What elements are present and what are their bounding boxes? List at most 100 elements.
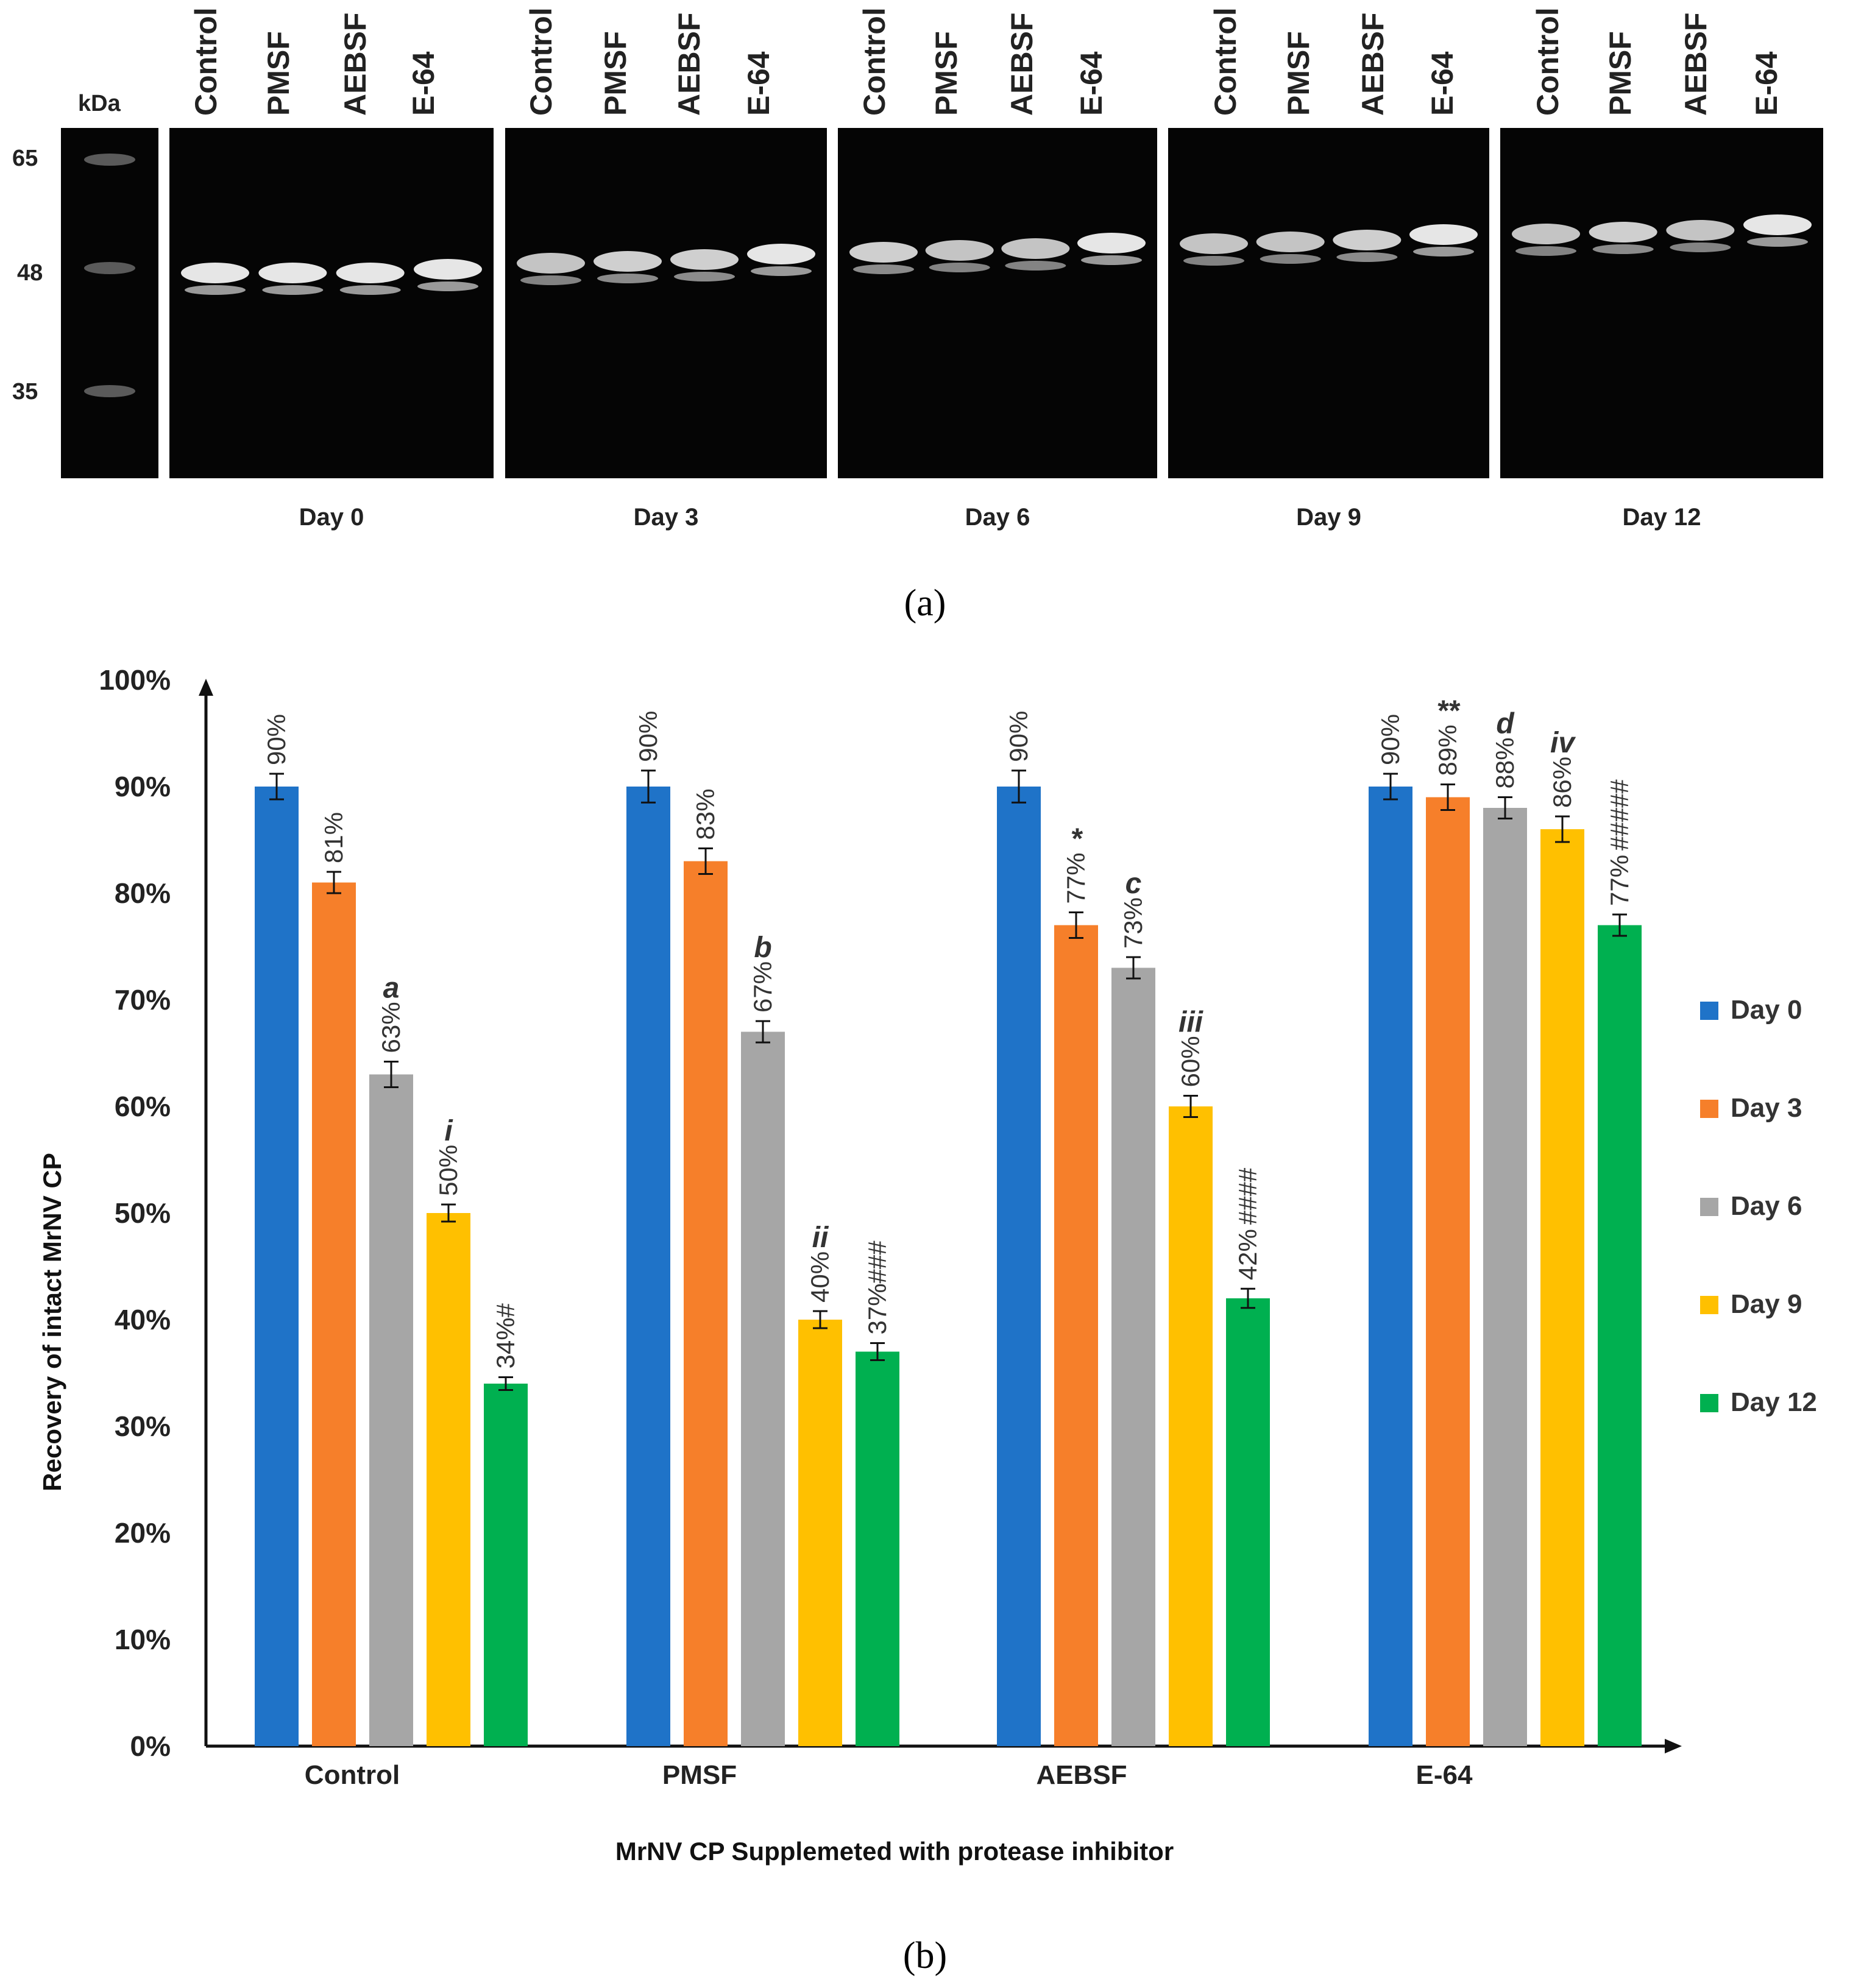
gel-band-lower: [1592, 244, 1654, 254]
gel-figure: Control PMSF AEBSF E-64 Control PMSF AEBSF E-64…: [12, 7, 1823, 624]
y-tick-label: 40%: [115, 1304, 171, 1335]
gel-lane-label: Control: [1208, 7, 1242, 116]
bar-value-label: 90%: [634, 711, 662, 762]
gel-band-lower: [1183, 256, 1244, 266]
bar-value-label: 86%: [1548, 757, 1576, 808]
bar: [312, 882, 356, 1746]
gel-band-upper: [1180, 233, 1248, 254]
significance-label: iv: [1550, 727, 1576, 759]
bar-value-label: 83%: [691, 788, 720, 840]
gel-lane-label: E-64: [742, 51, 776, 116]
significance-label: d: [1496, 708, 1515, 740]
bar: [255, 787, 299, 1746]
bar: [484, 1384, 528, 1746]
gel-band-upper: [336, 263, 405, 283]
bar-value-label: 89%: [1433, 724, 1462, 776]
legend-swatch: [1700, 1100, 1718, 1118]
bar: [997, 787, 1041, 1746]
y-tick-label: 60%: [115, 1091, 171, 1122]
legend-swatch: [1700, 1198, 1718, 1216]
x-axis-arrow: [1665, 1739, 1682, 1753]
significance-label: i: [444, 1115, 453, 1147]
gel-lane-label: E-64: [406, 51, 441, 116]
gel-panel: Day 12: [1500, 128, 1823, 531]
bar-value-label: 34%#: [491, 1303, 520, 1368]
bar: [427, 1213, 470, 1746]
gel-lane-label: PMSF: [598, 31, 633, 116]
gel-band-lower: [1747, 237, 1808, 247]
bar: [1169, 1106, 1213, 1746]
gel-lane-label: PMSF: [1603, 31, 1637, 116]
y-tick-label: 20%: [115, 1517, 171, 1549]
gel-band-lower: [1081, 255, 1142, 265]
gel-band-upper: [1001, 238, 1070, 259]
gel-panel-background: [169, 128, 494, 478]
gel-band-upper: [925, 240, 994, 261]
x-category-label: Control: [305, 1760, 400, 1790]
y-tick-label: 0%: [130, 1730, 171, 1762]
gel-band-lower: [597, 274, 658, 283]
gel-band-upper: [1256, 232, 1325, 252]
gel-lane-label: Control: [1531, 7, 1565, 116]
bar-value-label: 50%: [434, 1145, 462, 1196]
gel-panel: Day 9: [1168, 128, 1489, 531]
gel-band-upper: [1333, 230, 1402, 250]
gel-band-lower: [1413, 247, 1474, 256]
gel-lane-label: AEBSF: [1005, 13, 1039, 116]
marker-label-48: 48: [17, 260, 43, 286]
kda-label: kDa: [78, 91, 121, 116]
legend-swatch: [1700, 1296, 1718, 1314]
bar-value-label: 60%: [1176, 1036, 1205, 1087]
marker-lane: [61, 128, 158, 478]
significance-label: a: [383, 972, 400, 1005]
gel-day-label: Day 9: [1296, 504, 1361, 531]
gel-panel-background: [1500, 128, 1823, 478]
gel-band-lower: [1670, 242, 1731, 252]
gel-band-upper: [849, 242, 918, 263]
x-category-label: AEBSF: [1036, 1760, 1127, 1790]
bar: [626, 787, 670, 1746]
bar-value-label: 37%###: [863, 1240, 891, 1335]
bar-value-label: 90%: [1376, 714, 1405, 765]
significance-label: ii: [812, 1222, 829, 1254]
significance-label: c: [1125, 868, 1142, 900]
gel-band-lower: [929, 263, 990, 272]
marker-label-65: 65: [12, 146, 38, 171]
bar-value-label: 67%: [748, 961, 777, 1013]
marker-band-65: [84, 154, 135, 166]
y-tick-label: 30%: [115, 1410, 171, 1442]
bar: [1426, 797, 1470, 1746]
legend-swatch: [1700, 1002, 1718, 1020]
gel-lane-label: Control: [857, 7, 891, 116]
gel-lane-label: Control: [189, 7, 223, 116]
gel-band-lower: [185, 285, 246, 295]
gel-band-lower: [520, 275, 581, 285]
gel-band-lower: [1515, 246, 1576, 256]
significance-label: #####: [1605, 779, 1634, 851]
gel-lane-label: PMSF: [929, 31, 963, 116]
bar-value-label: 90%: [262, 714, 291, 765]
gel-band-lower: [1336, 252, 1398, 262]
marker-band-35: [84, 385, 135, 397]
legend-swatch: [1700, 1394, 1718, 1412]
bar-value-label: 42%: [1233, 1229, 1262, 1280]
x-axis-title: MrNV CP Supplemeted with protease inhibi…: [615, 1837, 1174, 1866]
gel-panel-background: [838, 128, 1157, 478]
bar: [1483, 808, 1527, 1746]
panel-a-caption: (a): [904, 582, 946, 624]
bar: [1226, 1298, 1270, 1746]
bar-value-label: 63%: [377, 1002, 405, 1053]
significance-label: iii: [1178, 1006, 1204, 1039]
significance-label: ####: [1233, 1167, 1262, 1225]
bar: [1054, 925, 1098, 1746]
bar-value-label: 88%: [1490, 737, 1519, 788]
legend-label: Day 6: [1731, 1191, 1802, 1221]
gel-band-upper: [1409, 224, 1478, 245]
gel-lane-label: PMSF: [261, 31, 296, 116]
bar: [1369, 787, 1412, 1746]
gel-band-upper: [594, 251, 662, 272]
gel-lane-label: E-64: [1425, 51, 1459, 116]
significance-label: *: [1071, 823, 1083, 855]
marker-label-35: 35: [12, 379, 38, 405]
gel-band-lower: [853, 264, 914, 274]
